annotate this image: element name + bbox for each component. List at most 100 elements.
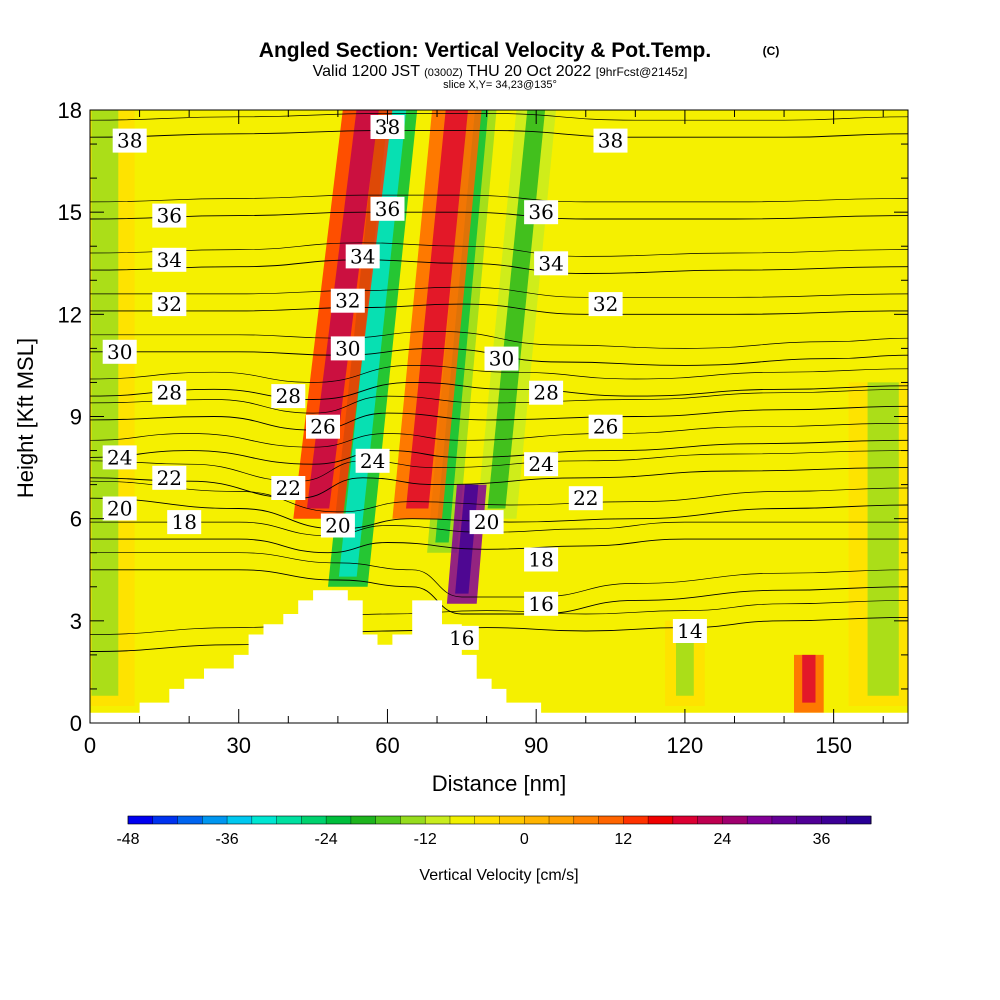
contour-label-box: [330, 336, 365, 361]
isentrope-14: [90, 616, 908, 652]
isentrope-18: [90, 538, 908, 554]
contour-label-text: 36: [157, 204, 182, 228]
y-tick-label: 15: [58, 200, 82, 225]
colorbar-swatch: [796, 816, 822, 824]
contour-label-box: [271, 476, 306, 500]
contour-label-text: 30: [335, 336, 360, 360]
contour-label-text: 20: [474, 510, 499, 534]
contour-label-30: 30: [484, 346, 519, 371]
colorbar-swatch: [598, 816, 624, 824]
contour-label-text: 18: [171, 510, 196, 534]
colorbar-swatch: [400, 816, 426, 824]
contour-label-box: [271, 384, 306, 409]
contour-label-box: [524, 591, 559, 616]
contour-label-32: 32: [152, 292, 187, 317]
contour-label-box: [320, 513, 355, 538]
y-tick-label: 3: [70, 609, 82, 634]
colorbar-swatch: [672, 816, 699, 824]
colorbar-swatch: [202, 816, 228, 824]
contour-label-box: [152, 203, 187, 228]
chart-title-mark: (C): [763, 44, 780, 58]
contour-label-box: [524, 452, 559, 477]
colorbar-swatch: [747, 816, 773, 824]
contour-label-box: [529, 380, 564, 405]
contour-label-text: 26: [310, 415, 335, 439]
colorbar-swatch: [350, 816, 377, 824]
colorbar-label: Vertical Velocity [cm/s]: [419, 867, 578, 884]
colorbar-swatch: [425, 816, 451, 824]
contour-label-14: 14: [672, 619, 707, 643]
contour-label-22: 22: [271, 476, 306, 500]
contour-label-text: 22: [276, 476, 301, 500]
isentrope-minor: [90, 242, 908, 257]
contour-label-box: [152, 380, 187, 405]
contour-label-text: 16: [449, 626, 474, 650]
colorbar-swatch: [301, 816, 327, 824]
isentrope-28: [90, 381, 908, 400]
x-tick-label: 90: [524, 733, 548, 758]
contour-label-text: 22: [157, 466, 182, 490]
colorbar-swatch: [648, 816, 674, 824]
contour-label-box: [152, 247, 187, 272]
colorbar-swatch: [152, 816, 179, 824]
contour-label-text: 38: [117, 129, 142, 153]
isentrope-minor: [90, 480, 908, 513]
colorbar-tick-label: 24: [714, 831, 732, 848]
contour-label-box: [370, 196, 405, 221]
contour-label-36: 36: [370, 196, 405, 221]
contour-label-34: 34: [345, 244, 380, 269]
contour-label-box: [568, 486, 603, 511]
contour-label-box: [102, 339, 137, 364]
contour-label-text: 32: [335, 289, 360, 313]
contour-label-text: 34: [350, 244, 375, 268]
contour-label-text: 36: [528, 200, 553, 224]
isentrope-minor: [90, 194, 908, 203]
contour-label-22: 22: [152, 465, 187, 490]
y-axis-label: Height [Kft MSL]: [13, 338, 38, 498]
colorbar-swatch: [375, 816, 401, 824]
contour-label-30: 30: [102, 339, 137, 364]
contour-label-22: 22: [568, 486, 603, 511]
contour-label-text: 30: [489, 347, 514, 371]
contour-label-text: 34: [538, 251, 563, 275]
x-tick-label: 120: [667, 733, 704, 758]
y-tick-label: 0: [70, 711, 82, 736]
contour-label-box: [152, 465, 187, 490]
isentrope-22: [90, 467, 908, 499]
colorbar-swatch: [499, 816, 525, 824]
contour-label-box: [588, 414, 623, 439]
colorbar-swatch: [573, 816, 600, 824]
contour-label-box: [534, 251, 569, 276]
contour-label-box: [345, 244, 380, 269]
contour-label-text: 20: [325, 514, 350, 538]
contour-label-20: 20: [102, 496, 137, 521]
contour-label-30: 30: [330, 336, 365, 361]
isentrope-24: [90, 439, 908, 465]
x-tick-label: 30: [226, 733, 250, 758]
isentrope-minor: [90, 552, 908, 598]
contour-label-26: 26: [588, 414, 623, 439]
contour-label-26: 26: [306, 414, 340, 439]
contour-label-24: 24: [102, 445, 137, 470]
isentrope-minor: [90, 365, 908, 383]
isentrope-minor: [90, 286, 908, 298]
isentrope-minor: [90, 450, 908, 482]
colorbar: -48 -36 -24 -12 0 12 24 36: [116, 815, 872, 848]
contour-label-24: 24: [524, 452, 559, 477]
colorbar-swatch: [697, 816, 723, 824]
contour-label-box: [524, 547, 559, 572]
contour-label-28: 28: [271, 384, 306, 409]
contour-label-28: 28: [529, 380, 564, 405]
y-tick-label: 18: [58, 98, 82, 123]
colorbar-tick-label: -12: [414, 831, 437, 848]
contour-label-box: [330, 288, 365, 313]
colorbar-swatch: [128, 816, 154, 824]
valid-date: THU 20 Oct 2022: [467, 63, 592, 80]
x-axis-label: Distance [nm]: [432, 771, 567, 796]
x-tick-label: 150: [815, 733, 852, 758]
contour-label-text: 24: [360, 449, 385, 473]
